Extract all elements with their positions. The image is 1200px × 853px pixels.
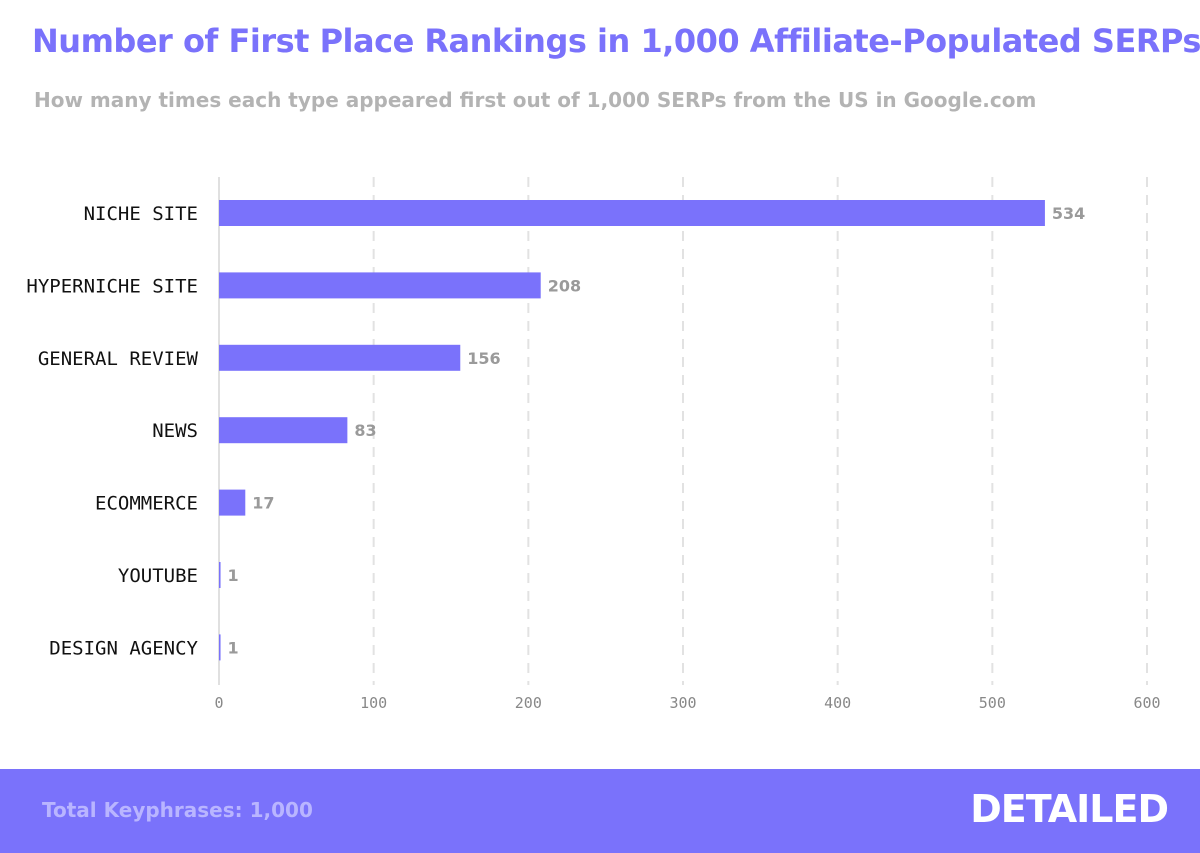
footer-bar: Total Keyphrases: 1,000 DETAILED (0, 769, 1200, 853)
bar (219, 417, 348, 444)
value-label: 1 (228, 638, 239, 657)
x-tick-label: 300 (669, 694, 696, 712)
category-labels: NICHE SITE 534 HYPERNICHE SITE 208 GENERAL R… (26, 203, 1085, 659)
value-label: 534 (1052, 204, 1085, 223)
x-tick-label: 200 (515, 694, 542, 712)
bar (219, 562, 221, 588)
x-tick-label: 100 (360, 694, 387, 712)
x-axis-ticks: 0 100 200 300 400 500 600 (214, 694, 1160, 712)
category-label: NEWS (152, 420, 198, 442)
bars (219, 200, 1045, 661)
value-label: 17 (252, 494, 274, 513)
x-tick-label: 500 (979, 694, 1006, 712)
category-label: HYPERNICHE SITE (26, 275, 198, 297)
bar (219, 634, 221, 661)
detailed-logo: DETAILED (970, 787, 1169, 831)
category-label: YOUTUBE (118, 565, 198, 587)
category-label: ECOMMERCE (95, 493, 198, 515)
value-label: 83 (354, 421, 376, 440)
bar-chart: NICHE SITE 534 HYPERNICHE SITE 208 GENERAL R… (26, 177, 1161, 712)
value-label: 156 (467, 349, 500, 368)
x-tick-label: 600 (1133, 694, 1160, 712)
bar (219, 272, 541, 299)
x-tick-label: 0 (214, 694, 223, 712)
chart-title: Number of First Place Rankings in 1,000 … (32, 22, 1200, 60)
category-label: GENERAL REVIEW (38, 348, 199, 370)
total-keyphrases-text: Total Keyphrases: 1,000 (42, 798, 313, 822)
x-tick-label: 400 (824, 694, 851, 712)
value-label: 208 (548, 276, 581, 295)
value-label: 1 (228, 566, 239, 585)
bar (219, 200, 1045, 226)
bar (219, 344, 461, 371)
category-label: DESIGN AGENCY (49, 637, 198, 659)
bar (219, 489, 246, 516)
chart-subtitle: How many times each type appeared first … (34, 88, 1037, 112)
category-label: NICHE SITE (84, 203, 198, 225)
